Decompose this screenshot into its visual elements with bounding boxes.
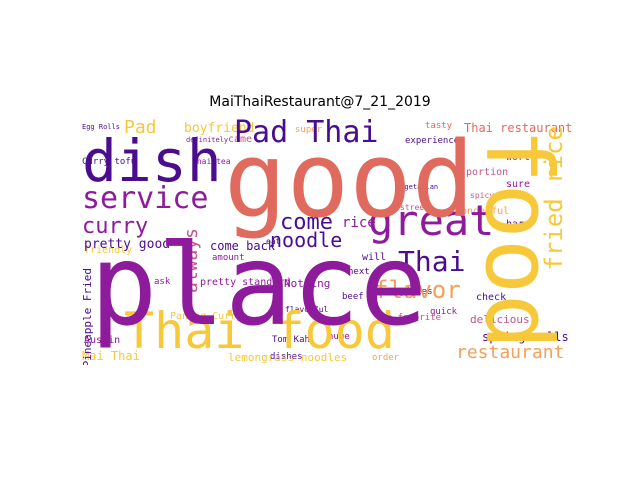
word-egg-rolls: Egg Rolls xyxy=(82,123,120,131)
word-super: super xyxy=(295,125,323,135)
word-curry: curry xyxy=(82,214,149,239)
chart-title: MaiThaiRestaurant@7_21_2019 xyxy=(209,94,431,110)
word-vegetarian: Vegetarian xyxy=(396,183,439,191)
word-experience: experience xyxy=(405,136,460,146)
word-wonderful: wonderful xyxy=(455,206,510,217)
word-portion: portion xyxy=(466,167,509,178)
word-cloud: Egg Rolls definitely came Vegetarian sup… xyxy=(80,118,574,365)
word-next: next xyxy=(348,267,370,277)
word-thai-restaurant: Thai restaurant xyxy=(464,121,573,135)
word-pieces: pieces xyxy=(400,287,433,297)
word-worth: worth xyxy=(506,152,537,163)
word-nothing: Nothing xyxy=(284,277,331,290)
word-thai-tea: Thai tea xyxy=(192,157,231,166)
word-great: great xyxy=(368,196,495,245)
word-will: will xyxy=(362,252,387,263)
word-service: service xyxy=(82,181,209,216)
word-order: order xyxy=(372,353,400,363)
word-eat: eat xyxy=(266,237,281,246)
word-good: good xyxy=(224,119,475,241)
word-panang-curry: Panang Curry xyxy=(170,311,243,322)
word-mai-thai: Mai Thai xyxy=(82,349,140,363)
word-restaurant: restaurant xyxy=(456,342,565,363)
word-pad: Pad xyxy=(124,118,157,138)
word-friendly: friendly xyxy=(84,245,133,256)
word-tom-kah: Tom Kah xyxy=(272,335,310,345)
word-tasty: tasty xyxy=(425,121,453,131)
word-one-favorite: one favorite xyxy=(376,313,442,323)
word-dishes: dishes xyxy=(270,352,303,362)
word-noodle: noodle xyxy=(270,228,343,252)
word-dish: dish xyxy=(82,127,222,195)
word-sure: sure xyxy=(506,179,531,190)
word-place: place xyxy=(90,221,428,351)
word-curry-tofu: Curry tofu xyxy=(82,157,137,167)
word-street: street xyxy=(400,203,429,212)
word-spring-rolls: spring rolls xyxy=(482,330,569,344)
word-ask: ask xyxy=(154,277,171,287)
word-flavor: flavor xyxy=(374,276,461,304)
word-definitely: definitely xyxy=(186,136,229,144)
word-spicy: spicy xyxy=(470,191,495,200)
word-thai: Thai xyxy=(398,245,466,278)
word-amount: amount xyxy=(212,253,245,263)
word-hard: hard xyxy=(506,219,531,230)
word-huge: huge xyxy=(328,332,350,342)
word-pretty-good: pretty good xyxy=(84,237,171,252)
word-pretty-standard: pretty standard xyxy=(200,277,291,288)
word-flavorful: flavorful xyxy=(285,305,329,314)
word-lemongrass-noodles: lemongrass noodles xyxy=(228,351,348,364)
word-quick: quick xyxy=(430,307,458,317)
word-food: food xyxy=(465,128,572,350)
word-rice: rice xyxy=(342,215,376,231)
word-check: check xyxy=(476,292,507,303)
word-come-back: come back xyxy=(210,239,276,253)
word-come: come xyxy=(280,210,333,235)
word-boyfriend: boyfriend xyxy=(184,121,255,136)
word-came: came xyxy=(228,134,253,145)
word-thai-food: Thai food xyxy=(124,302,395,360)
word-austin: Austin xyxy=(84,335,121,346)
word-beef: beef xyxy=(342,292,364,302)
word-pad-thai: Pad Thai xyxy=(234,118,379,150)
word-delicious: delicious xyxy=(470,313,530,326)
